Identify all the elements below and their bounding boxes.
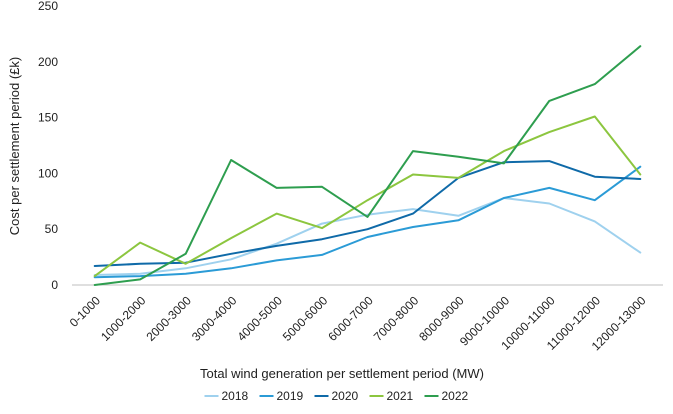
y-tick-label: 250 xyxy=(38,0,58,13)
legend-label: 2018 xyxy=(222,389,249,403)
legend-item-2020: 2020 xyxy=(314,389,359,403)
legend-label: 2021 xyxy=(387,389,414,403)
x-tick-label: 7000-8000 xyxy=(371,293,422,344)
legend-label: 2019 xyxy=(277,389,304,403)
x-tick-label: 2000-3000 xyxy=(144,293,195,344)
y-tick-label: 0 xyxy=(51,278,58,292)
series-line-2021 xyxy=(93,115,642,278)
series-line-2022 xyxy=(93,45,642,286)
legend-item-2021: 2021 xyxy=(369,389,414,403)
legend-item-2018: 2018 xyxy=(204,389,249,403)
y-tick-label: 200 xyxy=(38,55,58,69)
x-axis-title: Total wind generation per settlement per… xyxy=(200,366,484,381)
legend-item-2022: 2022 xyxy=(424,389,469,403)
legend-label: 2020 xyxy=(332,389,359,403)
x-tick-label: 1000-2000 xyxy=(98,293,149,344)
x-tick-label: 3000-4000 xyxy=(189,293,240,344)
legend-item-2019: 2019 xyxy=(259,389,304,403)
legend: 2018 2019 2020 2021 2022 xyxy=(204,389,469,403)
y-tick-label: 100 xyxy=(38,166,58,180)
x-tick-label: 4000-5000 xyxy=(234,293,285,344)
y-axis-title: Cost per settlement period (£k) xyxy=(7,57,22,235)
series-line-2019 xyxy=(93,165,642,279)
x-tick-label: 5000-6000 xyxy=(280,293,331,344)
axes: 0 50 100 150 200 250 0-10001000-20002000-30003… xyxy=(38,0,663,353)
series-line-2020 xyxy=(93,160,642,267)
series-line-2018 xyxy=(93,197,642,276)
x-tick-label: 6000-7000 xyxy=(325,293,376,344)
legend-label: 2022 xyxy=(442,389,469,403)
series-group xyxy=(93,45,642,286)
y-tick-label: 150 xyxy=(38,111,58,125)
y-tick-label: 50 xyxy=(45,222,59,236)
x-tick-label: 0-1000 xyxy=(67,293,104,330)
